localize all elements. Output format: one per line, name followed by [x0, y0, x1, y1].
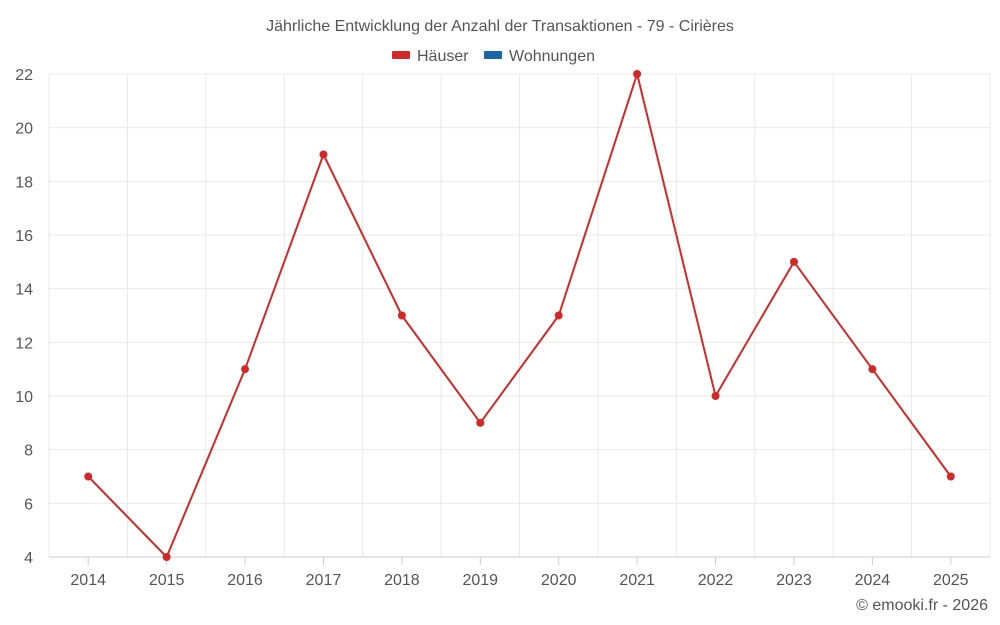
legend-label-haeuser[interactable]: Häuser — [417, 48, 469, 65]
y-tick-label: 8 — [24, 443, 33, 460]
y-tick-label: 6 — [24, 496, 33, 513]
legend: Häuser Wohnungen — [392, 48, 595, 65]
data-point[interactable] — [476, 418, 485, 427]
y-tick-label: 16 — [15, 228, 33, 245]
data-point[interactable] — [84, 472, 93, 481]
data-point[interactable] — [554, 311, 563, 320]
x-tick-label: 2021 — [619, 572, 655, 589]
y-tick-label: 10 — [15, 389, 33, 406]
x-tick-label: 2015 — [149, 572, 185, 589]
x-tick-label: 2020 — [541, 572, 577, 589]
x-tick-label: 2016 — [227, 572, 263, 589]
data-point[interactable] — [946, 472, 955, 481]
y-tick-label: 20 — [15, 121, 33, 138]
grid — [48, 73, 991, 557]
x-tick-label: 2018 — [384, 572, 420, 589]
data-point[interactable] — [789, 257, 798, 266]
x-tick-label: 2022 — [698, 572, 734, 589]
legend-swatch-wohnungen[interactable] — [484, 51, 502, 59]
x-axis: 2014 2015 2016 2017 2018 2019 2020 2021 2022 2023… — [49, 556, 990, 589]
y-tick-label: 14 — [15, 282, 33, 299]
y-tick-label: 18 — [15, 174, 33, 191]
chart-title: Jährliche Entwicklung der Anzahl der Tra… — [266, 18, 734, 35]
legend-swatch-haeuser[interactable] — [392, 51, 410, 59]
data-point[interactable] — [319, 150, 328, 159]
x-tick-label: 2023 — [776, 572, 812, 589]
data-point[interactable] — [241, 365, 250, 374]
data-point[interactable] — [162, 553, 171, 561]
x-tick-label: 2014 — [70, 572, 106, 589]
legend-label-wohnungen[interactable]: Wohnungen — [509, 48, 595, 65]
x-tick-label: 2024 — [855, 572, 891, 589]
series-line-0 — [87, 73, 952, 558]
y-tick-label: 4 — [24, 550, 33, 567]
data-point[interactable] — [633, 70, 642, 78]
credit-text: © emooki.fr - 2026 — [856, 597, 988, 614]
y-tick-label: 22 — [15, 67, 33, 84]
data-point[interactable] — [397, 311, 406, 320]
y-tick-label: 12 — [15, 335, 33, 352]
data-point[interactable] — [868, 365, 877, 374]
data-point[interactable] — [711, 392, 720, 400]
x-tick-label: 2017 — [306, 572, 342, 589]
series-layer — [84, 70, 955, 561]
y-axis: 4 6 8 10 12 14 16 18 20 22 — [15, 67, 33, 567]
x-tick-label: 2025 — [933, 572, 969, 589]
x-tick-label: 2019 — [462, 572, 498, 589]
